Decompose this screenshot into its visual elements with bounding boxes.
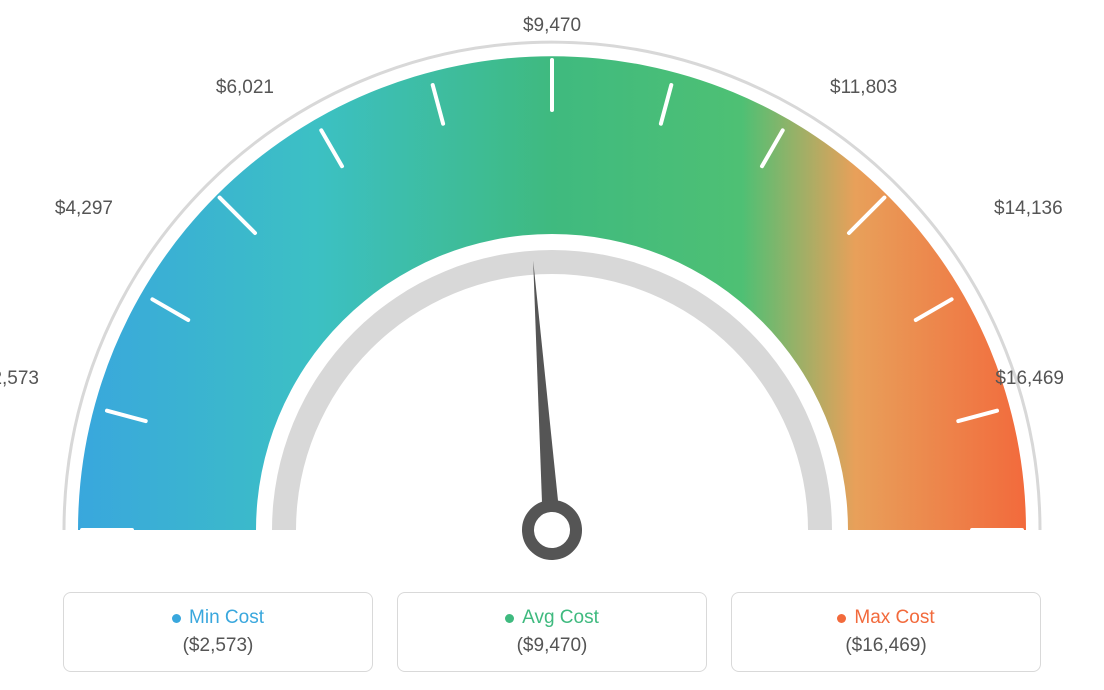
gauge-svg xyxy=(0,0,1104,590)
legend-label-avg: Avg Cost xyxy=(522,607,599,629)
legend-value-min: ($2,573) xyxy=(82,635,354,657)
legend-row: Min Cost ($2,573) Avg Cost ($9,470) Max … xyxy=(0,592,1104,672)
tick-label-2: $6,021 xyxy=(216,77,274,99)
legend-label-max: Max Cost xyxy=(854,607,934,629)
legend-card-min: Min Cost ($2,573) xyxy=(63,592,373,672)
gauge-area: $2,573 $4,297 $6,021 $9,470 $11,803 $14,… xyxy=(0,0,1104,590)
tick-label-5: $14,136 xyxy=(994,198,1063,220)
legend-value-avg: ($9,470) xyxy=(416,635,688,657)
tick-label-4: $11,803 xyxy=(830,77,897,99)
tick-label-0: $2,573 xyxy=(0,368,39,390)
legend-card-max: Max Cost ($16,469) xyxy=(731,592,1041,672)
dot-icon-avg xyxy=(505,614,514,623)
needle xyxy=(509,259,577,556)
dot-icon-min xyxy=(172,614,181,623)
tick-label-1: $4,297 xyxy=(55,198,113,220)
tick-label-3: $9,470 xyxy=(0,15,1104,37)
legend-value-max: ($16,469) xyxy=(750,635,1022,657)
tick-label-6b: $16,469 xyxy=(995,368,1064,390)
legend-label-min: Min Cost xyxy=(189,607,264,629)
legend-card-avg: Avg Cost ($9,470) xyxy=(397,592,707,672)
dot-icon-max xyxy=(837,614,846,623)
cost-gauge-chart: $2,573 $4,297 $6,021 $9,470 $11,803 $14,… xyxy=(0,0,1104,690)
